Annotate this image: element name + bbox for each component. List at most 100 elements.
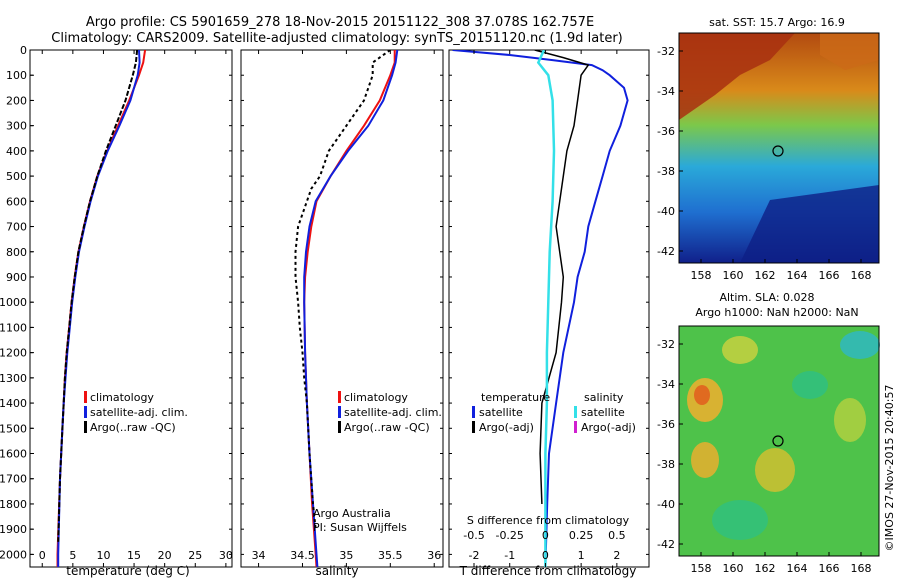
map-xtick-label: 168 [851, 269, 872, 282]
legend-satellite: satellite-adj. clim. [90, 406, 188, 419]
sla-map-title2: Argo h1000: NaN h2000: NaN [695, 306, 858, 319]
ytick-label: 1200 [0, 347, 27, 360]
legend-swatch-s-satellite [574, 406, 577, 418]
series-line [536, 50, 556, 567]
argo-position-marker [772, 145, 784, 157]
ytick-label: 600 [6, 195, 27, 208]
series-line [534, 50, 590, 505]
xtick-label-s: 0.5 [608, 529, 626, 542]
map-ytick-label: -34 [657, 85, 675, 98]
map-ytick-label: -32 [657, 45, 675, 58]
xtick-label: 36 [427, 549, 441, 562]
annotation-pi: PI: Susan Wijffels [313, 521, 407, 534]
map-xtick-label: 166 [819, 562, 840, 575]
ytick-label: 1400 [0, 397, 27, 410]
legend-argo: Argo(..raw -QC) [90, 421, 176, 434]
map-ytick-label: -40 [657, 205, 675, 218]
map-ytick-label: -36 [657, 418, 675, 431]
xtick-label: 35 [339, 549, 353, 562]
legend-swatch-t-argo [472, 421, 475, 433]
salinity-legend: climatology satellite-adj. clim. Argo(..… [338, 391, 442, 434]
ytick-label: 0 [20, 44, 27, 57]
legend-title-temperature: temperature [481, 391, 550, 404]
map-xtick-label: 164 [787, 269, 808, 282]
xtick-label: 15 [127, 549, 141, 562]
salinity-panel [240, 49, 444, 568]
ytick-label: 300 [6, 120, 27, 133]
map-xtick-label: 158 [691, 269, 712, 282]
ytick-label: 1700 [0, 473, 27, 486]
legend-t-satellite: satellite [479, 406, 523, 419]
figure-title-line2: Climatology: CARS2009. Satellite-adjuste… [51, 31, 623, 46]
xtick-label-s: 0 [542, 529, 549, 542]
temperature-series [56, 50, 147, 567]
map-xtick-label: 164 [787, 562, 808, 575]
series-line [303, 50, 396, 567]
legend-swatch-climatology [338, 391, 341, 403]
ytick-label: 800 [6, 246, 27, 259]
sla-high-4 [755, 448, 795, 492]
temperature-xlabel: temperature (deg C) [66, 564, 189, 578]
map-xtick-label: 168 [851, 562, 872, 575]
sla-high-1-core [694, 385, 710, 405]
difference-legend: temperature salinity satellite Argo(-adj… [472, 391, 636, 434]
ytick-label: 1800 [0, 498, 27, 511]
ytick-label: 1900 [0, 523, 27, 536]
ytick-label: 1300 [0, 372, 27, 385]
legend-swatch-satellite [84, 406, 87, 418]
series-line [452, 50, 629, 567]
ytick-label: 1500 [0, 422, 27, 435]
sla-high-2 [722, 336, 758, 364]
map-xtick-label: 162 [755, 269, 776, 282]
legend-title-salinity: salinity [584, 391, 624, 404]
sla-low-3 [712, 500, 768, 540]
xtick-label-t: 0 [542, 549, 549, 562]
ytick-label: 200 [6, 94, 27, 107]
series-line [294, 50, 391, 530]
legend-satellite: satellite-adj. clim. [344, 406, 442, 419]
ytick-label: 500 [6, 170, 27, 183]
sla-low-1 [840, 331, 880, 359]
xtick-label: 0 [39, 549, 46, 562]
map-xtick-label: 158 [691, 562, 712, 575]
salinity-series [294, 50, 399, 567]
sst-map-axes: 158 160 162 164 166 168 -32 -34 -36 -38 -40 -42 [657, 45, 871, 282]
legend-s-satellite: satellite [581, 406, 625, 419]
xtick-label: 30 [219, 549, 233, 562]
xtick-label: 35.5 [378, 549, 403, 562]
difference-xlabel2: S difference from climatology [467, 514, 630, 527]
xtick-label-t: -1 [504, 549, 515, 562]
legend-swatch-argo [338, 421, 341, 433]
figure-title-line1: Argo profile: CS 5901659_278 18-Nov-2015… [86, 15, 594, 30]
ytick-label: 900 [6, 271, 27, 284]
map-xtick-label: 162 [755, 562, 776, 575]
sst-map-frame [678, 32, 880, 264]
argo-position-marker-sla [772, 435, 784, 447]
sla-high-3 [691, 442, 719, 478]
sla-map [678, 325, 880, 557]
sst-map-title: sat. SST: 15.7 Argo: 16.9 [709, 16, 845, 29]
ytick-label: 1100 [0, 321, 27, 334]
difference-panel [448, 49, 650, 568]
sla-map-frame [678, 325, 880, 557]
ytick-label: 1600 [0, 448, 27, 461]
legend-climatology: climatology [344, 391, 408, 404]
xtick-label: 34 [252, 549, 266, 562]
sla-high-5 [834, 398, 866, 442]
sst-cold-region [740, 185, 879, 263]
xtick-label: 5 [69, 549, 76, 562]
legend-swatch-argo [84, 421, 87, 433]
difference-xlabel: T difference from climatology [459, 564, 637, 578]
legend-argo: Argo(..raw -QC) [344, 421, 430, 434]
xtick-label-s: -0.25 [495, 529, 523, 542]
sla-map-axes: 158 160 162 164 166 168 -32 -34 -36 -38 -40 -42 [657, 338, 871, 575]
annotation-argo-australia: Argo Australia [313, 507, 391, 520]
xtick-label-t: 1 [578, 549, 585, 562]
map-ytick-label: -32 [657, 338, 675, 351]
temperature-legend: climatology satellite-adj. clim. Argo(..… [84, 391, 188, 434]
sst-warm-region [679, 33, 795, 120]
map-ytick-label: -38 [657, 165, 675, 178]
xtick-label: 34.5 [290, 549, 315, 562]
ytick-label: 2000 [0, 548, 27, 561]
